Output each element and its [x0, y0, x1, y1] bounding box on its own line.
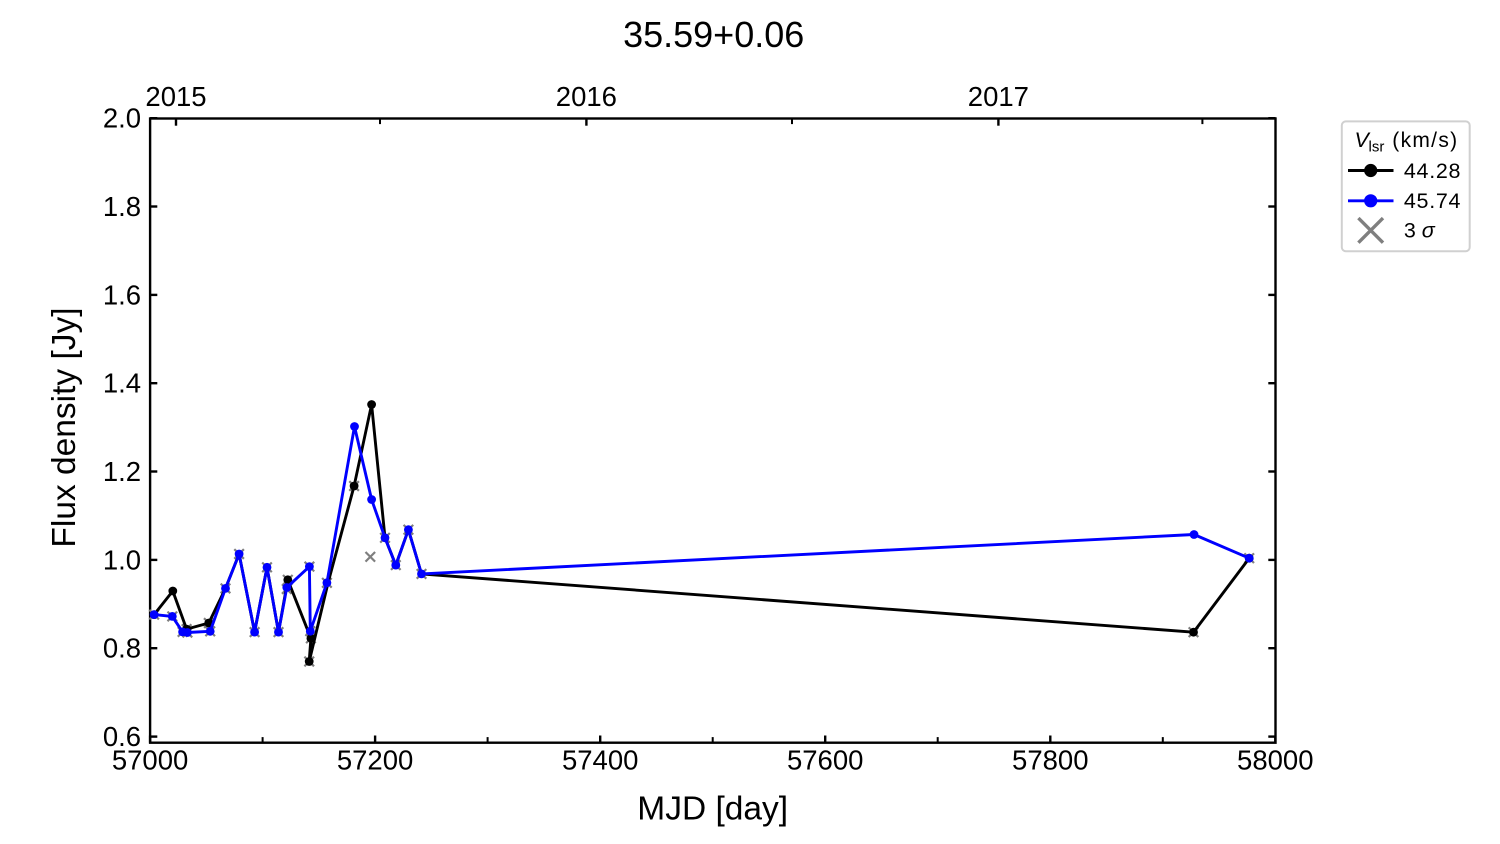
svg-text:1.6: 1.6: [103, 279, 141, 310]
svg-text:3: 3: [1404, 219, 1416, 243]
svg-text:2.0: 2.0: [103, 103, 141, 134]
svg-text:57800: 57800: [1012, 745, 1088, 776]
svg-text:58000: 58000: [1237, 745, 1313, 776]
svg-text:1.2: 1.2: [103, 456, 141, 487]
svg-text:45.74: 45.74: [1404, 189, 1461, 213]
svg-text:57600: 57600: [787, 745, 863, 776]
svg-text:1.4: 1.4: [103, 368, 141, 399]
svg-text:Flux density [Jy]: Flux density [Jy]: [46, 307, 83, 547]
svg-text:1.0: 1.0: [103, 544, 141, 575]
svg-text:1.8: 1.8: [103, 191, 141, 222]
svg-text:0.6: 0.6: [103, 721, 141, 752]
svg-text:2016: 2016: [556, 81, 617, 112]
svg-text:σ: σ: [1422, 219, 1436, 243]
svg-text:0.8: 0.8: [103, 633, 141, 664]
svg-text:57000: 57000: [112, 745, 188, 776]
svg-text:MJD [day]: MJD [day]: [637, 791, 788, 828]
svg-text:44.28: 44.28: [1404, 159, 1461, 183]
svg-text:2015: 2015: [145, 81, 206, 112]
svg-text:57200: 57200: [337, 745, 413, 776]
svg-text:lsr: lsr: [1369, 139, 1385, 156]
svg-text:V: V: [1355, 128, 1372, 152]
svg-text:(km/s): (km/s): [1392, 129, 1458, 152]
svg-text:57400: 57400: [562, 745, 638, 776]
svg-text:35.59+0.06: 35.59+0.06: [623, 14, 804, 55]
svg-text:2017: 2017: [968, 81, 1029, 112]
